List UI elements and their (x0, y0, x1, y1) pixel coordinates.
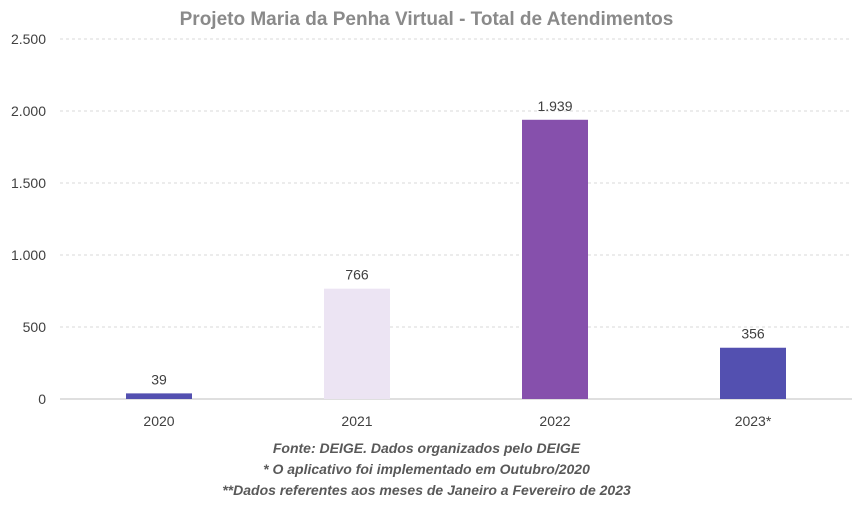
x-tick-label: 2020 (143, 413, 174, 429)
data-label: 39 (151, 371, 167, 387)
x-tick-label: 2023* (735, 413, 772, 429)
data-label: 356 (741, 326, 765, 342)
chart-footer: Fonte: DEIGE. Dados organizados pelo DEI… (0, 438, 853, 501)
y-tick-label: 0 (38, 391, 46, 407)
x-tick-label: 2021 (341, 413, 372, 429)
bar-2023 (720, 347, 786, 399)
y-tick-label: 500 (23, 319, 47, 335)
footer-source: Fonte: DEIGE. Dados organizados pelo DEI… (272, 440, 581, 456)
y-tick-label: 2.500 (11, 31, 46, 47)
y-tick-label: 1.500 (11, 175, 46, 191)
data-label: 1.939 (537, 98, 572, 114)
data-label: 766 (345, 267, 369, 283)
bar-2021 (324, 288, 390, 399)
y-tick-label: 2.000 (11, 103, 46, 119)
chart-title: Projeto Maria da Penha Virtual - Total d… (179, 9, 674, 30)
bar-2020 (126, 393, 192, 399)
footer-note-1: * O aplicativo foi implementado em Outub… (263, 461, 590, 477)
x-tick-label: 2022 (539, 413, 570, 429)
bar-2022 (522, 119, 588, 399)
y-tick-label: 1.000 (11, 247, 46, 263)
footer-note-2: **Dados referentes aos meses de Janeiro … (222, 482, 631, 498)
